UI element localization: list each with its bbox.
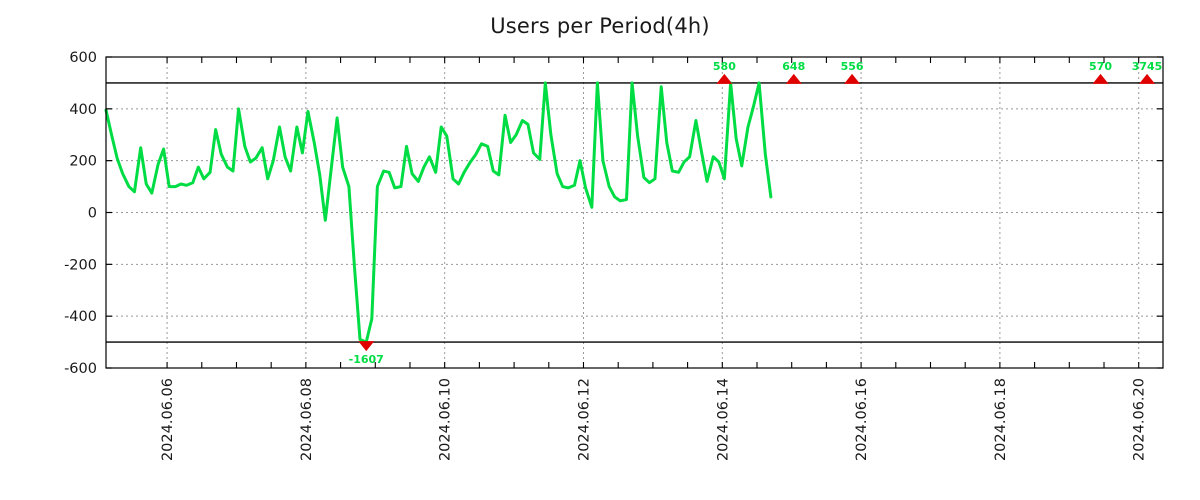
y-axis-tick-label: -400: [64, 309, 97, 325]
annotation-value-label: 3745: [1132, 60, 1163, 73]
annotation-marker-triangle-up[interactable]: [1139, 73, 1156, 84]
x-axis-tick-label: 2024.06.10: [438, 378, 454, 461]
annotation-value-label: 580: [713, 60, 736, 73]
x-axis-tick-label: 2024.06.08: [299, 378, 315, 461]
x-axis-tick-label: 2024.06.06: [160, 378, 176, 461]
annotation-value-label: -1607: [349, 353, 384, 366]
annotation-marker-triangle-up[interactable]: [1092, 73, 1109, 84]
y-axis-tick-label: -600: [64, 361, 97, 377]
x-axis-tick-label: 2024.06.12: [576, 378, 592, 461]
x-axis-tick-label: 2024.06.18: [993, 378, 1009, 461]
annotation-marker-triangle-up[interactable]: [844, 73, 861, 84]
chart-title: Users per Period(4h): [490, 14, 710, 38]
y-axis-tick-label: 400: [69, 102, 97, 118]
annotation-marker-triangle-up[interactable]: [716, 73, 733, 84]
data-series-line: [104, 81, 773, 344]
y-axis-tick-label: -200: [64, 257, 97, 273]
x-axis-tick-label: 2024.06.20: [1132, 378, 1148, 461]
x-axis-tick-label: 2024.06.14: [715, 378, 731, 461]
annotation-marker-triangle-up[interactable]: [785, 73, 802, 84]
y-axis-tick-label: 200: [69, 154, 97, 170]
annotation-value-label: 570: [1089, 60, 1112, 73]
annotation-value-label: 556: [841, 60, 864, 73]
y-axis-tick-label: 0: [88, 206, 97, 222]
x-axis-tick-label: 2024.06.16: [854, 378, 870, 461]
y-axis-tick-label: 600: [69, 50, 97, 66]
annotation-value-label: 648: [782, 60, 805, 73]
annotation-marker-triangle-down[interactable]: [358, 341, 375, 352]
